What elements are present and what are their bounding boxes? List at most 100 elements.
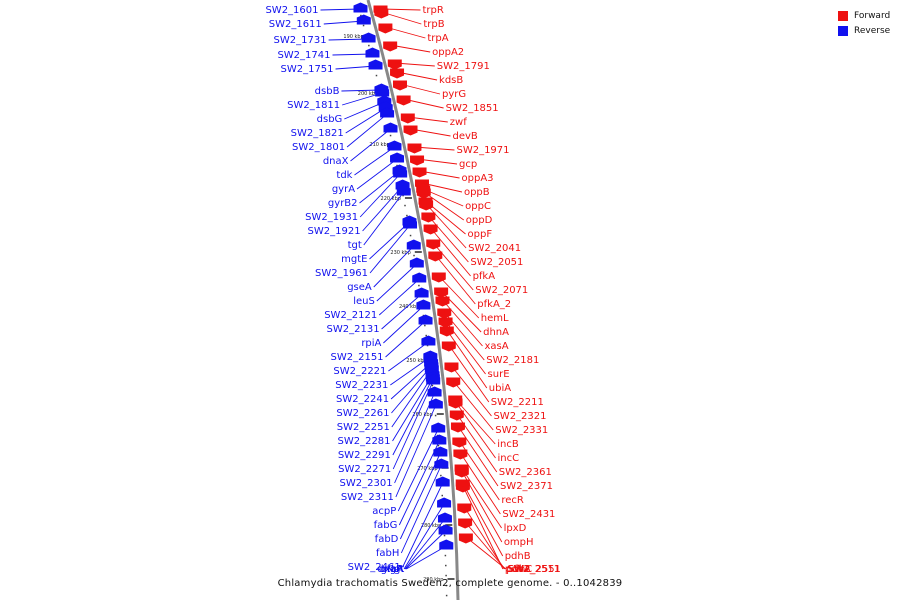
gene-arrow — [387, 140, 402, 151]
gene-SW2_2041: SW2_2041 — [419, 200, 521, 254]
gene-arrow — [452, 437, 467, 448]
gene-label: tgt — [348, 240, 362, 251]
gene-leader — [457, 425, 499, 487]
scale-dot — [404, 204, 406, 207]
gene-arrow — [439, 326, 454, 337]
scale-dot — [445, 564, 447, 567]
gene-pfkA_2: pfkA_2 — [428, 251, 511, 310]
gene-label: pyrG — [442, 89, 466, 100]
scale-tick-label: 230 kbp — [390, 250, 410, 256]
gene-leader — [381, 293, 422, 330]
gene-SW2_2121: SW2_2121 — [324, 272, 427, 321]
gene-label: surE — [488, 369, 510, 380]
gene-leader — [390, 356, 431, 386]
gene-arrow — [396, 185, 411, 196]
gene-gseA: gseA — [347, 239, 421, 293]
gene-arrow — [356, 14, 371, 25]
gene-label: SW2_2131 — [327, 324, 380, 335]
gene-SW2_2551: SW2_2551 — [458, 533, 561, 575]
gene-label: SW2_2301 — [340, 478, 393, 489]
gene-arrow — [435, 476, 450, 487]
gene-label: ompH — [504, 537, 534, 548]
scale-dot — [360, 14, 362, 17]
legend-reverse-label: Reverse — [854, 25, 891, 36]
gene-arrow — [406, 239, 421, 250]
gene-arrow — [387, 59, 402, 70]
gene-leader — [359, 173, 401, 218]
gene-leader — [432, 242, 474, 291]
scale-dot — [431, 384, 434, 387]
gene-leader — [381, 11, 422, 25]
gene-label: tdk — [336, 170, 352, 181]
gene-arrow — [458, 518, 473, 529]
gene-leader — [404, 518, 446, 570]
gene-leader — [399, 452, 441, 540]
gene-rpiA: rpiA — [361, 299, 431, 349]
gene-acpP: acpP — [372, 422, 446, 517]
gene-leader — [400, 464, 442, 554]
gene-leader — [390, 362, 432, 400]
gene-label: incB — [497, 439, 519, 450]
scale-dot — [440, 474, 442, 477]
gene-label: oppF — [468, 229, 493, 240]
scale-tick-label: 260 kbp — [412, 412, 432, 418]
gene-leader — [328, 38, 369, 41]
gene-zwf: zwf — [400, 113, 467, 128]
gene-leader — [376, 263, 418, 302]
gene-arrow — [446, 377, 461, 388]
gene-xasA: xasA — [435, 296, 509, 352]
gene-leader — [332, 53, 373, 56]
gene-label: SW2_2371 — [500, 481, 553, 492]
gene-SW2_1611: SW2_1611 — [269, 14, 371, 30]
gene-SW2_2431: SW2_2431 — [453, 449, 555, 520]
gene-leader — [461, 467, 502, 529]
scale-tick-label: 290 kbp — [423, 577, 443, 583]
gene-label: SW2_2551 — [508, 564, 561, 575]
gene-label: SW2_2261 — [336, 408, 389, 419]
gene-leader — [428, 215, 469, 263]
gene-leader — [392, 377, 434, 456]
gene-label: trpR — [423, 5, 444, 16]
gene-arrow — [409, 257, 424, 268]
gene-label: fabG — [374, 520, 398, 531]
gene-arrow — [390, 152, 405, 163]
gene-leader — [407, 116, 448, 123]
forward-genes: trpR trpB trpA oppA2 SW2_1791 kdsB pyrG SW2_185… — [373, 5, 561, 575]
gene-leader — [385, 320, 426, 358]
reverse-swatch — [838, 25, 848, 36]
genome-caption: Chlamydia trachomatis Sweden2, complete … — [277, 578, 623, 589]
gene-arrow — [426, 239, 441, 250]
gene-leader — [410, 128, 451, 137]
gene-label: SW2_2331 — [495, 425, 548, 436]
gene-arrow — [454, 467, 469, 478]
gene-label: dnaA — [377, 564, 403, 575]
gene-gcp: gcp — [410, 155, 477, 170]
gene-leader — [403, 503, 445, 570]
gene-label: SW2_2221 — [333, 366, 386, 377]
gene-label: kdsB — [439, 75, 463, 86]
gene-arrow — [434, 458, 449, 469]
scale-dot — [396, 164, 398, 167]
gene-leader — [419, 170, 460, 179]
gene-SW2_2221: SW2_2221 — [333, 335, 436, 377]
scale-dot — [375, 74, 378, 77]
gene-leader — [320, 8, 361, 11]
scale-tick: 260 kbp — [412, 412, 444, 418]
gene-arrow — [439, 539, 454, 550]
scale-dot — [362, 24, 365, 27]
gene-label: fabH — [376, 548, 400, 559]
reverse-genes: SW2_1601 SW2_1611 SW2_1731 SW2_1741 SW2_1751… — [265, 2, 454, 575]
gene-label: SW2_1601 — [265, 5, 318, 16]
scale-dot — [409, 234, 412, 237]
gene-leader — [462, 482, 504, 557]
gene-leader — [388, 341, 429, 372]
gene-label: dsbB — [315, 86, 340, 97]
legend-reverse: Reverse — [838, 23, 890, 38]
scale-dot — [424, 324, 426, 327]
gene-label: SW2_2041 — [468, 243, 521, 254]
gene-leader — [369, 224, 411, 274]
scale-tick: 230 kbp — [390, 250, 422, 256]
gene-arrow — [403, 125, 418, 136]
gene-oppA2: oppA2 — [383, 41, 464, 58]
legend-forward-label: Forward — [854, 10, 891, 21]
